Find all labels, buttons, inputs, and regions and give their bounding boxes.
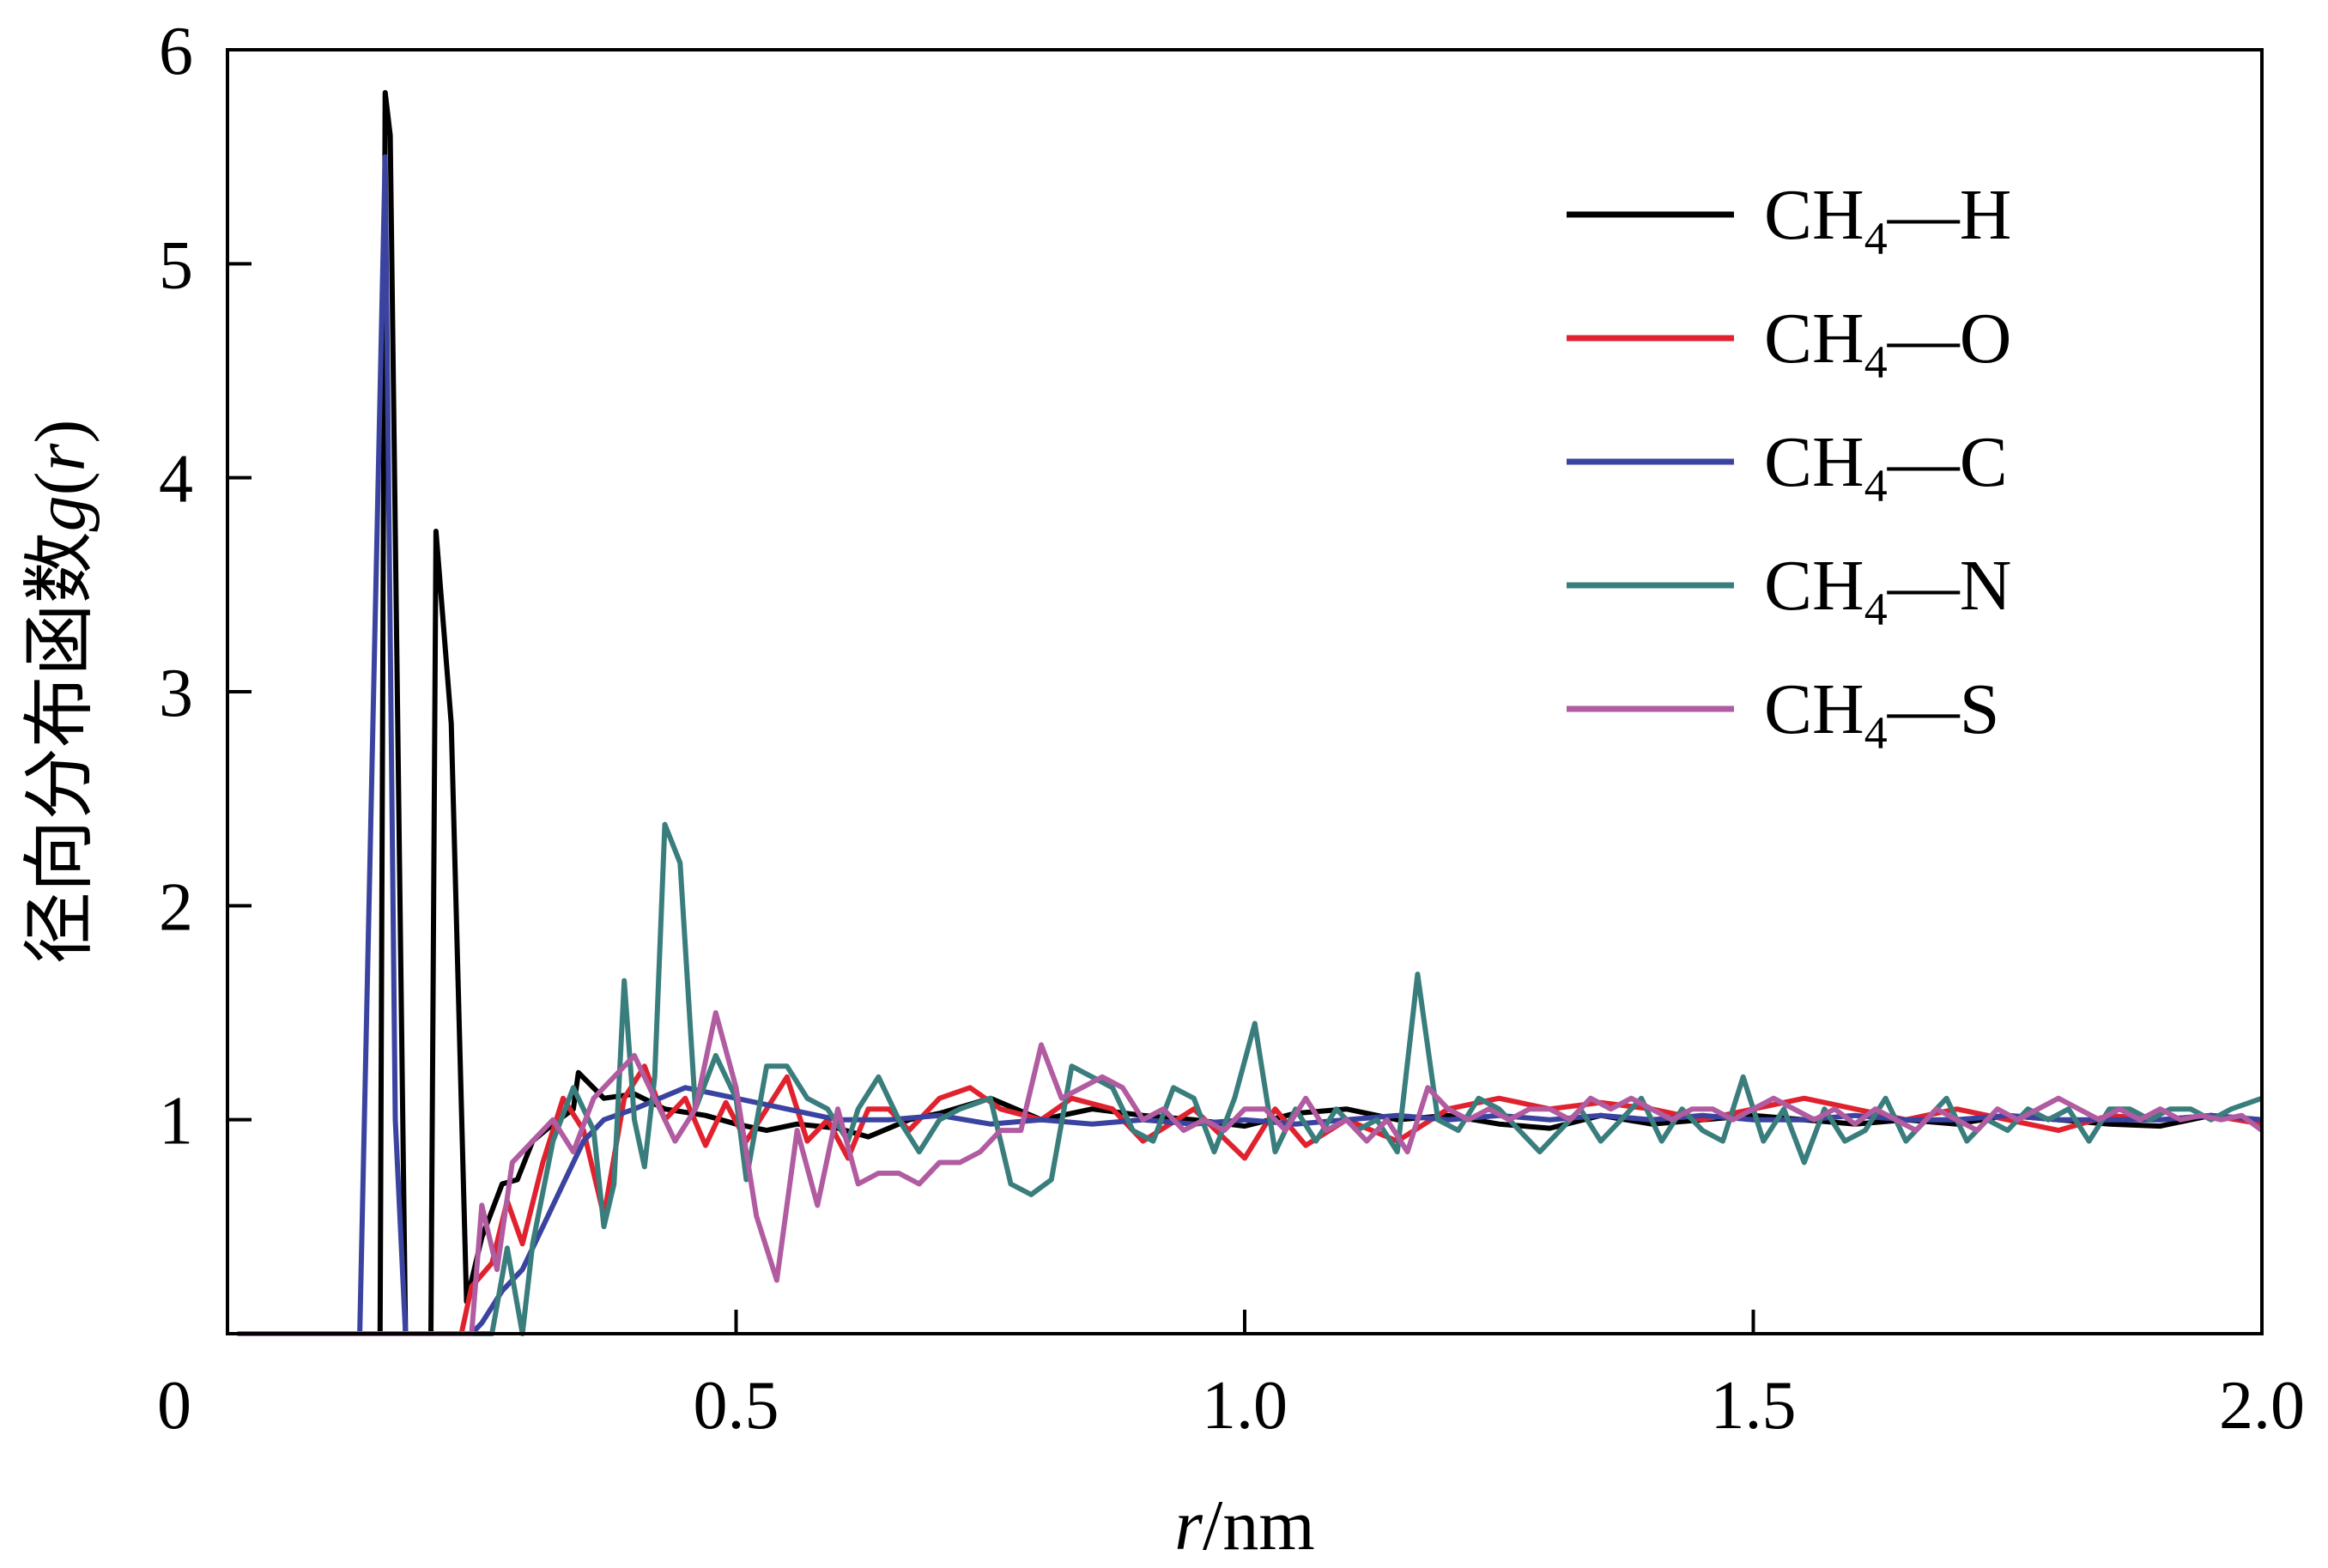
series-lines: [237, 89, 2264, 1336]
legend-label-main: CH: [1764, 546, 1864, 626]
y-axis-label: 径向分布函数g(r): [21, 420, 100, 965]
series-line-3: [237, 821, 2263, 1336]
legend-label-sub: 4: [1864, 707, 1888, 759]
y-axis-title-cn: 径向分布函数: [21, 531, 100, 964]
legend-label-tail: —C: [1887, 422, 2008, 502]
y-tick-label: 6: [159, 14, 193, 89]
y-axis-paren-close: ): [21, 420, 100, 444]
legend-label-sub: 4: [1864, 336, 1888, 388]
y-tick-label: 4: [159, 442, 193, 518]
legend-label-main: CH: [1764, 299, 1864, 378]
y-tick-label: 2: [159, 869, 193, 945]
x-axis-unit: /nm: [1203, 1486, 1315, 1565]
legend-label-0: CH4—H: [1764, 175, 2011, 264]
legend-label-main: CH: [1764, 175, 1864, 255]
series-line-4: [237, 1010, 2264, 1336]
axis-ticks: [227, 262, 1755, 1334]
y-axis-variable: r: [21, 443, 100, 471]
legend-label-tail: —O: [1887, 299, 2012, 378]
x-tick-label: 0: [157, 1368, 191, 1444]
x-tick-label: 2.0: [2219, 1368, 2305, 1444]
legend-label-tail: —N: [1887, 546, 2012, 626]
legend-label-main: CH: [1764, 422, 1864, 502]
x-axis-variable: r: [1174, 1486, 1203, 1565]
x-axis-label: r/nm: [1174, 1486, 1314, 1565]
legend-label-sub: 4: [1864, 213, 1888, 264]
y-tick-label: 1: [159, 1084, 193, 1159]
x-tick-label: 1.0: [1202, 1368, 1288, 1444]
y-axis-func: g: [21, 495, 100, 531]
x-tick-label: 1.5: [1711, 1368, 1797, 1444]
legend-label-main: CH: [1764, 669, 1864, 749]
legend-label-tail: —S: [1887, 669, 2000, 749]
legend-label-sub: 4: [1864, 584, 1888, 635]
y-tick-label: 5: [159, 227, 193, 303]
legend-label-2: CH4—C: [1764, 422, 2008, 512]
legend-label-1: CH4—O: [1764, 299, 2011, 388]
legend-label-4: CH4—S: [1764, 669, 1999, 759]
legend-label-sub: 4: [1864, 460, 1888, 512]
y-axis-paren-open: (: [21, 471, 100, 495]
y-tick-label: 3: [159, 656, 193, 731]
plot-frame: [226, 48, 2264, 1335]
x-tick-label: 0.5: [694, 1368, 779, 1444]
axis-tick-labels: 0 0.5 1.0 1.5 2.0 1 2 3 4 5 6: [157, 14, 2305, 1444]
legend-label-tail: —H: [1887, 175, 2012, 255]
legend-label-3: CH4—N: [1764, 546, 2011, 635]
